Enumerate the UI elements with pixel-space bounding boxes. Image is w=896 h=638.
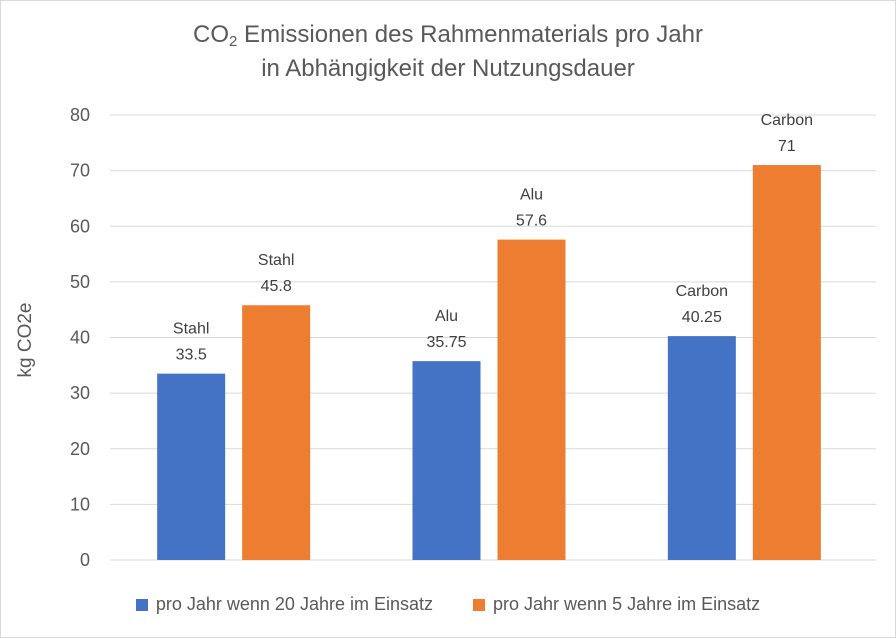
y-tick-label: 40 [70,328,90,348]
data-label-category: Stahl [258,252,294,269]
bar [412,361,481,560]
y-tick-label: 0 [80,550,90,570]
data-label-value: 33.5 [176,347,207,364]
chart-title-line1: CO2 Emissionen des Rahmenmaterials pro J… [193,21,703,50]
data-label-value: 71 [778,138,796,155]
data-label-value: 35.75 [426,334,466,351]
legend-label: pro Jahr wenn 20 Jahre im Einsatz [155,594,433,614]
data-label-category: Stahl [173,321,209,338]
data-label-value: 57.6 [516,213,547,230]
y-tick-label: 50 [70,272,90,292]
data-label-category: Alu [435,308,458,325]
legend-item: pro Jahr wenn 20 Jahre im Einsatz [135,594,433,615]
data-label-category: Carbon [676,283,728,300]
legend-label: pro Jahr wenn 5 Jahre im Einsatz [493,594,761,614]
bar [497,239,566,560]
data-label-category: Carbon [761,112,813,129]
data-label-value: 40.25 [682,309,722,326]
legend-item: pro Jahr wenn 5 Jahre im Einsatz [473,594,760,615]
bar [752,165,821,560]
y-tick-label: 60 [70,216,90,236]
chart-title-line2: in Abhängigkeit der Nutzungsdauer [261,55,635,82]
data-label-value: 45.8 [261,278,292,295]
chart-title: CO2 Emissionen des Rahmenmaterials pro J… [0,18,896,86]
legend: pro Jahr wenn 20 Jahre im Einsatz pro Jah… [0,594,896,615]
y-tick-label: 80 [70,105,90,125]
y-tick-label: 10 [70,494,90,514]
bar [242,305,311,560]
y-tick-label: 20 [70,439,90,459]
legend-swatch [473,598,485,611]
bar [667,336,736,560]
bar [157,373,226,560]
y-tick-label: 30 [70,383,90,403]
y-tick-label: 70 [70,161,90,181]
legend-swatch [135,598,148,611]
data-label-category: Alu [520,187,543,204]
